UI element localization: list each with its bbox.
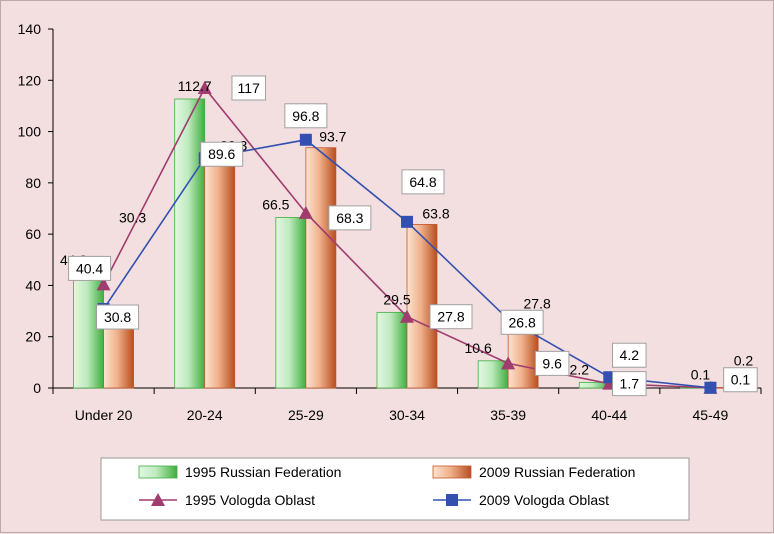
legend-label: 1995 Russian Federation bbox=[185, 464, 341, 480]
line-value-label: 4.2 bbox=[620, 347, 640, 363]
y-tick-label: 40 bbox=[25, 277, 41, 293]
legend: 1995 Russian Federation 2009 Russian Fede… bbox=[101, 458, 689, 520]
bar-1995-russian-federation-30-34 bbox=[377, 312, 407, 388]
line-value-label: 30.8 bbox=[104, 309, 131, 325]
bar-value-label: 30.3 bbox=[119, 209, 146, 225]
bar-value-label: 93.7 bbox=[319, 129, 346, 145]
x-tick-label: Under 20 bbox=[75, 407, 133, 423]
line-value-label: 26.8 bbox=[509, 314, 536, 330]
bar-value-label: 10.6 bbox=[465, 340, 492, 356]
line-value-label: 68.3 bbox=[336, 210, 363, 226]
marker-2009-vologda-oblast-30-34 bbox=[401, 216, 413, 228]
line-value-label: 64.8 bbox=[409, 174, 436, 190]
bar-value-label: 0.2 bbox=[734, 352, 754, 368]
y-tick-label: 60 bbox=[25, 226, 41, 242]
bar-value-label: 112.7 bbox=[178, 78, 212, 94]
square-marker-icon bbox=[446, 494, 458, 506]
legend-label: 2009 Vologda Oblast bbox=[479, 492, 609, 508]
y-tick-label: 80 bbox=[25, 175, 41, 191]
bar-value-label: 66.5 bbox=[262, 196, 289, 212]
marker-2009-vologda-oblast-45-49 bbox=[704, 382, 716, 394]
line-value-label: 96.8 bbox=[292, 108, 319, 124]
line-value-label: 9.6 bbox=[542, 355, 562, 371]
x-tick-label: 45-49 bbox=[693, 407, 729, 423]
legend-label: 2009 Russian Federation bbox=[479, 464, 635, 480]
line-value-label: 89.6 bbox=[208, 146, 235, 162]
x-tick-label: 35-39 bbox=[490, 407, 526, 423]
legend-swatch bbox=[139, 466, 177, 478]
y-tick-label: 120 bbox=[18, 72, 42, 88]
x-tick-label: 30-34 bbox=[389, 407, 425, 423]
line-value-label: 40.4 bbox=[76, 260, 103, 276]
bar-value-label: 29.5 bbox=[383, 291, 410, 307]
bar-value-label: 2.2 bbox=[570, 361, 590, 377]
x-tick-label: 25-29 bbox=[288, 407, 324, 423]
y-tick-label: 140 bbox=[18, 21, 42, 37]
line-value-label: 1.7 bbox=[620, 376, 640, 392]
bar-2009-russian-federation-20-24 bbox=[205, 156, 235, 388]
x-tick-label: 40-44 bbox=[591, 407, 627, 423]
bar-value-label: 63.8 bbox=[422, 205, 449, 221]
line-value-label: 27.8 bbox=[437, 309, 464, 325]
bar-2009-russian-federation-25-29 bbox=[306, 148, 336, 388]
line-value-label: 117 bbox=[238, 80, 261, 96]
bar-1995-russian-federation-25-29 bbox=[276, 217, 306, 388]
y-tick-label: 20 bbox=[25, 329, 41, 345]
bar-value-label: 27.8 bbox=[524, 296, 551, 312]
y-tick-label: 100 bbox=[18, 124, 42, 140]
x-tick-label: 20-24 bbox=[187, 407, 223, 423]
legend-label: 1995 Vologda Oblast bbox=[185, 492, 315, 508]
bar-value-label: 0.1 bbox=[691, 367, 711, 383]
y-tick-label: 0 bbox=[33, 380, 41, 396]
marker-2009-vologda-oblast-25-29 bbox=[300, 134, 312, 146]
line-value-label: 0.1 bbox=[731, 372, 751, 388]
legend-swatch bbox=[433, 466, 471, 478]
